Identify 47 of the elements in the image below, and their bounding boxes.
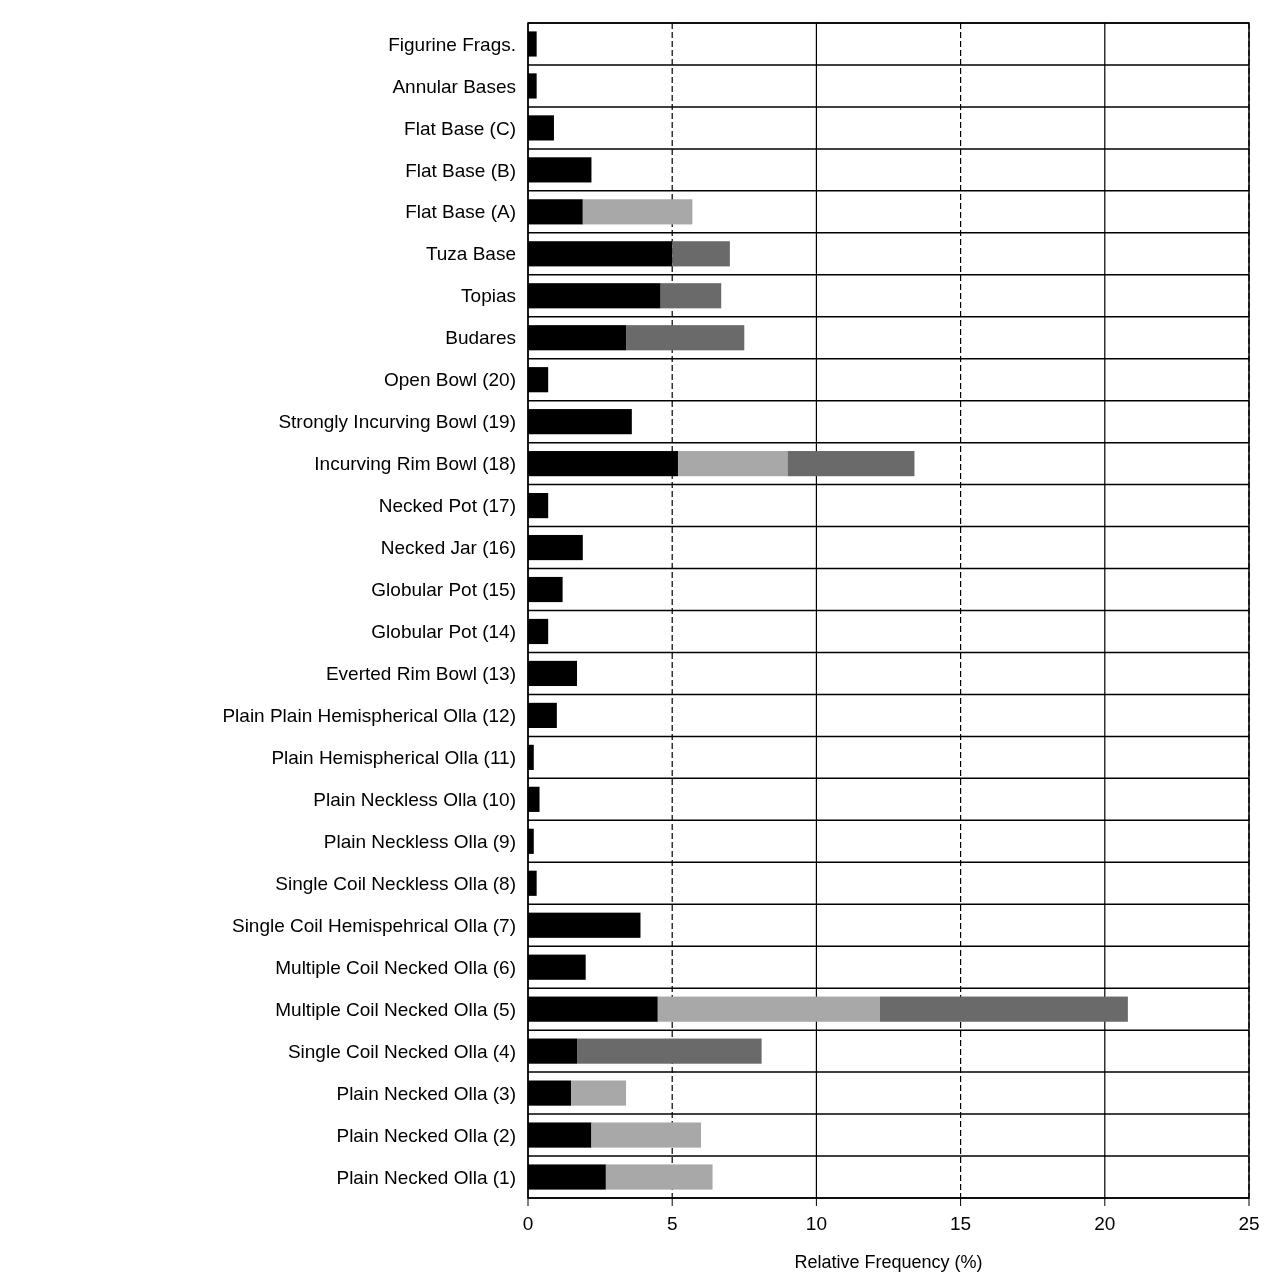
y-tick-label: Single Coil Neckless Olla (8): [275, 872, 516, 894]
y-tick-label: Figurine Frags.: [388, 33, 516, 55]
y-tick-label: Necked Jar (16): [380, 537, 516, 559]
x-tick-label: 10: [805, 1213, 827, 1234]
y-tick-label: Tuza Base: [425, 243, 516, 265]
y-tick-label: Annular Bases: [392, 75, 516, 97]
y-tick-label: Flat Base (B): [405, 159, 516, 181]
x-tick-label: 15: [950, 1213, 972, 1234]
y-tick-label: Flat Base (C): [404, 117, 516, 139]
bar: [626, 325, 745, 351]
y-tick-label: Plain Necked Olla (2): [336, 1124, 516, 1146]
bar: [672, 241, 730, 267]
y-tick-label: Plain Plain Hemispherical Olla (12): [222, 705, 516, 727]
bar: [571, 1080, 627, 1106]
bar: [577, 1038, 762, 1064]
y-tick-label: Multiple Coil Necked Olla (5): [275, 998, 516, 1020]
y-tick-label: Single Coil Hemispehrical Olla (7): [231, 914, 516, 936]
y-tick-label: Plain Neckless Olla (9): [323, 830, 516, 852]
y-tick-label: Plain Necked Olla (3): [336, 1082, 516, 1104]
x-tick-label: 20: [1094, 1213, 1116, 1234]
y-tick-label: Necked Pot (17): [378, 495, 516, 517]
x-tick-label: 25: [1238, 1213, 1260, 1234]
bar: [605, 1164, 713, 1190]
y-tick-label: Budares: [445, 327, 516, 349]
y-tick-label: Plain Necked Olla (1): [336, 1166, 516, 1188]
y-tick-label: Incurving Rim Bowl (18): [314, 453, 516, 475]
y-tick-label: Strongly Incurving Bowl (19): [278, 411, 516, 433]
bar: [677, 451, 788, 477]
x-tick-label: 0: [522, 1213, 534, 1234]
bar: [657, 996, 880, 1022]
y-tick-label: Globular Pot (14): [371, 621, 516, 643]
y-tick-label: Plain Neckless Olla (10): [313, 788, 516, 810]
bar: [591, 1122, 702, 1148]
y-tick-label: Topias: [461, 285, 516, 307]
y-tick-label: Globular Pot (15): [371, 579, 516, 601]
bar: [660, 283, 722, 309]
y-tick-label: Multiple Coil Necked Olla (6): [275, 956, 516, 978]
x-tick-label: 5: [666, 1213, 678, 1234]
y-tick-label: Everted Rim Bowl (13): [325, 663, 516, 685]
bar: [582, 199, 693, 225]
y-tick-label: Plain Hemispherical Olla (11): [271, 747, 516, 769]
y-tick-label: Single Coil Necked Olla (4): [287, 1040, 516, 1062]
bar: [879, 996, 1128, 1022]
bar: [787, 451, 915, 477]
x-axis-title: Relative Frequency (%): [794, 1252, 983, 1272]
y-tick-label: Open Bowl (20): [383, 369, 516, 391]
y-tick-label: Flat Base (A): [405, 201, 516, 223]
